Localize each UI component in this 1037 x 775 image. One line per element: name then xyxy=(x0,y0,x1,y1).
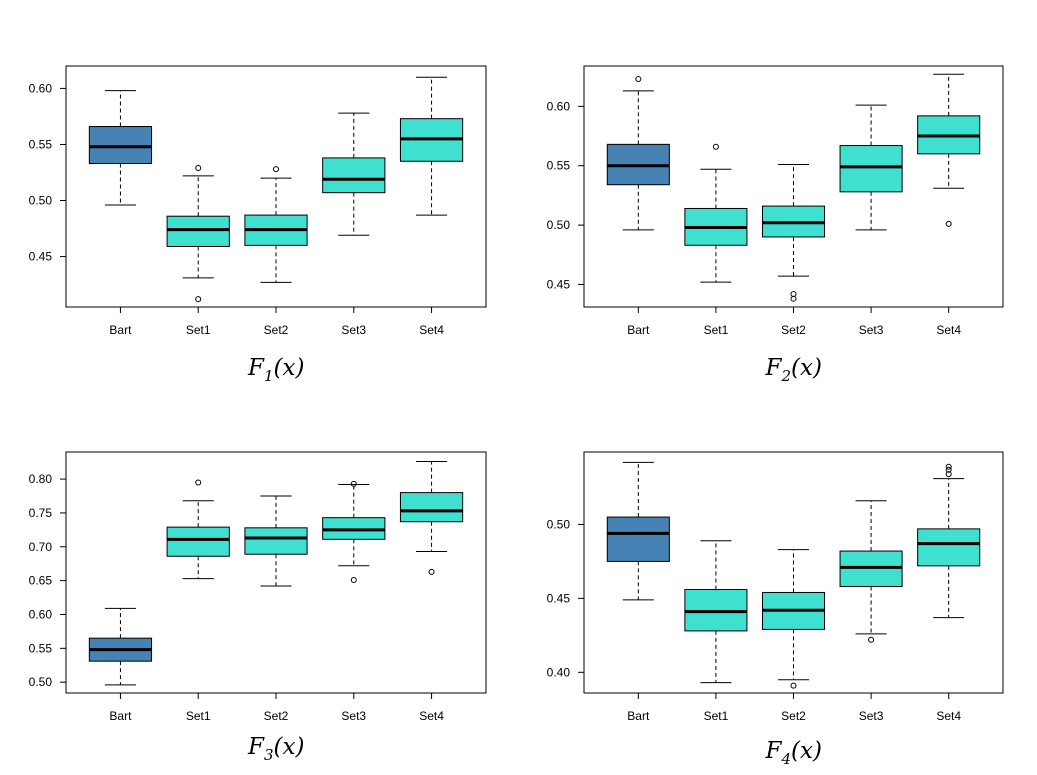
outlier-point xyxy=(195,165,202,172)
box-set1 xyxy=(684,540,748,684)
panel-title: F2(x) xyxy=(765,355,822,385)
panel-title: F4(x) xyxy=(765,738,822,768)
y-tick-label: 0.55 xyxy=(29,641,53,655)
outlier-point xyxy=(350,480,357,487)
y-tick-label: 0.50 xyxy=(29,194,53,208)
y-tick-label: 0.55 xyxy=(547,159,571,173)
x-tick-label: Set3 xyxy=(341,709,366,723)
box-set1 xyxy=(166,479,230,580)
outlier-point xyxy=(635,76,642,83)
iqr-box xyxy=(399,492,464,523)
iqr-box xyxy=(166,215,230,247)
outlier-point xyxy=(790,295,797,302)
iqr-box xyxy=(322,157,386,194)
outlier-point xyxy=(945,466,952,473)
x-tick-label: Set2 xyxy=(781,709,806,723)
box-set3 xyxy=(322,112,386,236)
x-tick-label: Set2 xyxy=(264,709,289,723)
x-tick-label: Bart xyxy=(627,323,650,337)
y-tick-label: 0.60 xyxy=(547,99,571,113)
box-set3 xyxy=(322,480,386,583)
outlier-point xyxy=(428,568,435,575)
x-tick-label: Set4 xyxy=(936,709,961,723)
panel-title: F1(x) xyxy=(247,355,304,385)
outlier-point xyxy=(945,220,952,227)
iqr-box xyxy=(166,526,230,557)
x-tick-label: Set4 xyxy=(419,709,444,723)
boxplot-panel-2: 0.45 0.50 0.55 0.60 Bart Set1 Set2 Set3 Set4 F2(x… xyxy=(547,65,1004,385)
iqr-box xyxy=(606,516,670,562)
y-tick-label: 0.50 xyxy=(29,675,53,689)
x-tick-label: Set2 xyxy=(264,323,289,337)
box-set2 xyxy=(761,549,826,689)
box-set4 xyxy=(399,460,464,575)
outlier-point xyxy=(790,682,797,689)
x-tick-label: Bart xyxy=(109,323,132,337)
y-tick-label: 0.40 xyxy=(547,665,571,679)
box-set4 xyxy=(917,73,981,227)
x-tick-label: Bart xyxy=(627,709,650,723)
y-tick-label: 0.45 xyxy=(29,250,53,264)
outlier-point xyxy=(712,143,719,150)
outlier-point xyxy=(945,463,952,470)
x-tick-label: Set1 xyxy=(704,709,729,723)
box-bart xyxy=(88,90,153,206)
box-set1 xyxy=(684,143,748,283)
outlier-point xyxy=(945,471,952,478)
box-set3 xyxy=(839,104,903,231)
iqr-box xyxy=(88,126,153,165)
y-tick-label: 0.60 xyxy=(29,607,53,621)
x-tick-label: Set4 xyxy=(419,323,444,337)
iqr-box xyxy=(917,528,981,567)
y-tick-label: 0.75 xyxy=(29,506,53,520)
outlier-point xyxy=(868,636,875,643)
boxplot-panel-1: 0.45 0.50 0.55 0.60 Bart Set1 Set2 Set3 Set4 F1(x… xyxy=(29,65,487,385)
box-set2 xyxy=(244,495,308,587)
y-tick-label: 0.70 xyxy=(29,540,53,554)
x-tick-label: Set1 xyxy=(186,709,211,723)
box-bart xyxy=(606,76,670,231)
y-tick-label: 0.80 xyxy=(29,472,53,486)
box-set1 xyxy=(166,165,230,303)
x-tick-label: Set3 xyxy=(859,709,884,723)
box-bart xyxy=(606,461,670,601)
x-tick-label: Set1 xyxy=(704,323,729,337)
y-tick-label: 0.45 xyxy=(547,591,571,605)
iqr-box xyxy=(244,527,308,555)
box-set4 xyxy=(917,463,981,619)
outlier-point xyxy=(195,296,202,303)
box-set3 xyxy=(839,500,903,643)
x-tick-label: Set4 xyxy=(936,323,961,337)
y-tick-label: 0.50 xyxy=(547,218,571,232)
boxplot-panel-3: 0.50 0.55 0.60 0.65 0.70 0.75 0.80 Bart Set1 Set2… xyxy=(29,451,487,764)
outlier-point xyxy=(195,479,202,486)
box-set2 xyxy=(761,164,826,302)
y-tick-label: 0.55 xyxy=(29,137,53,151)
y-tick-label: 0.50 xyxy=(547,517,571,531)
plot-frame xyxy=(583,65,1004,308)
x-tick-label: Set3 xyxy=(341,323,366,337)
y-tick-label: 0.65 xyxy=(29,574,53,588)
outlier-point xyxy=(350,576,357,583)
panel-title: F3(x) xyxy=(247,734,304,764)
x-tick-label: Set3 xyxy=(859,323,884,337)
box-set2 xyxy=(244,166,308,283)
x-tick-label: Bart xyxy=(109,709,132,723)
x-tick-label: Set2 xyxy=(781,323,806,337)
plot-frame xyxy=(583,451,1004,694)
y-tick-label: 0.60 xyxy=(29,81,53,95)
boxplot-panel-4: 0.40 0.45 0.50 Bart Set1 Set2 Set3 Set4 F4(x) xyxy=(547,451,1004,768)
x-tick-label: Set1 xyxy=(186,323,211,337)
iqr-box xyxy=(839,145,903,193)
box-set4 xyxy=(399,76,464,216)
outlier-point xyxy=(273,166,279,173)
box-bart xyxy=(88,607,153,686)
y-tick-label: 0.45 xyxy=(547,277,571,291)
